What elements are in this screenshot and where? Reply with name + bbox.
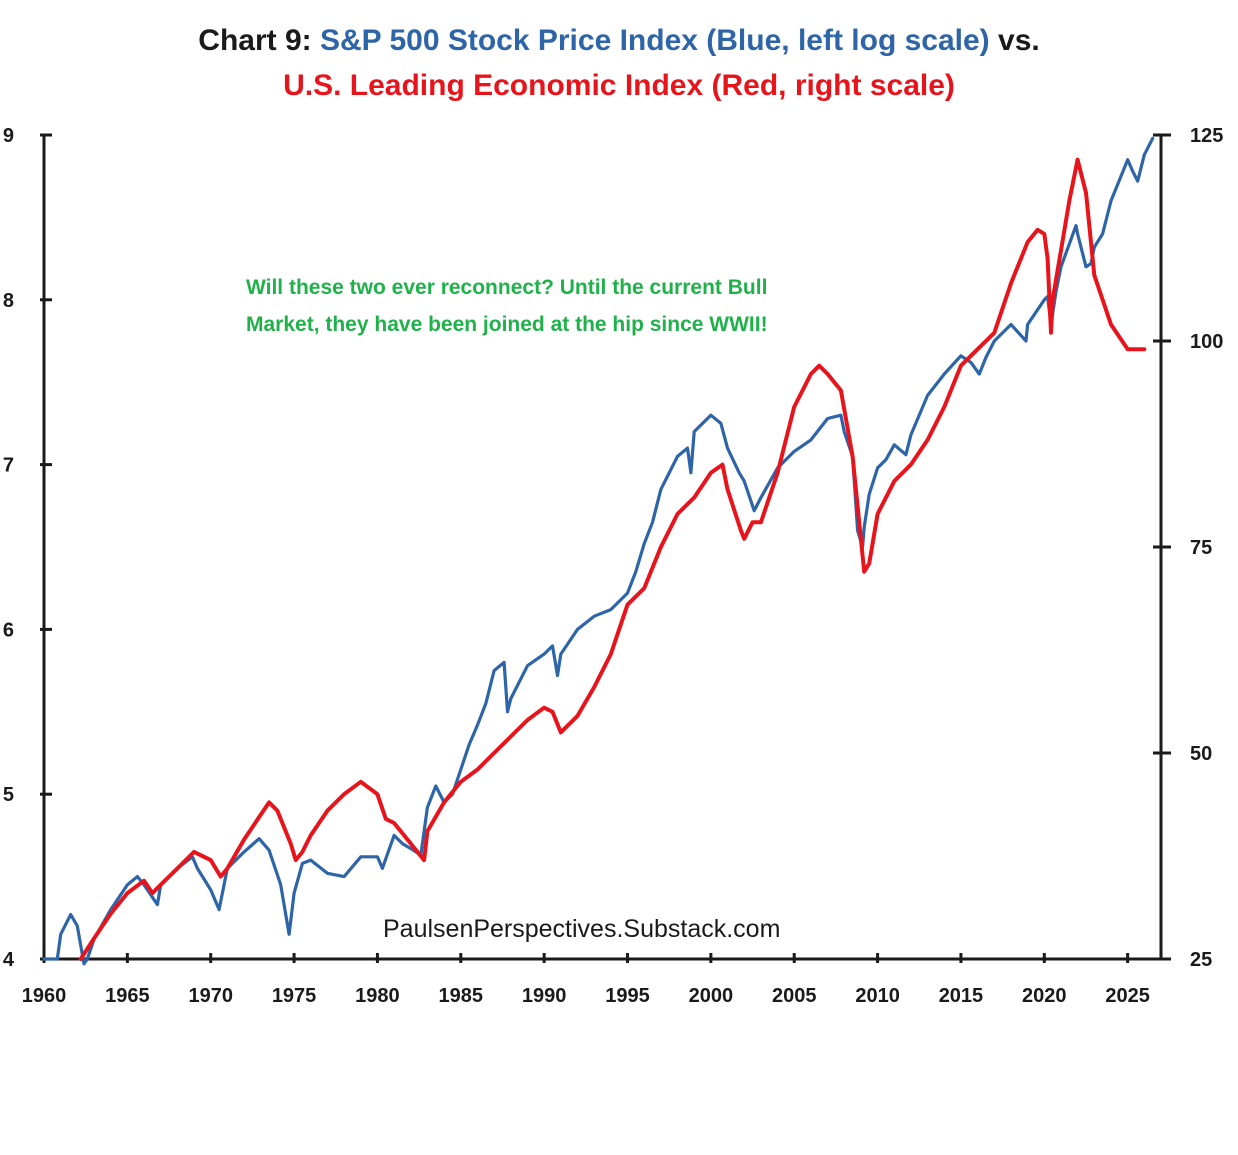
y-right-tick-label: 100	[1190, 331, 1223, 353]
y-right-tick-label: 50	[1190, 743, 1212, 765]
source-label: PaulsenPerspectives.Substack.com	[383, 915, 780, 943]
annotation-line-2: Market, they have been joined at the hip…	[246, 313, 768, 336]
title-sp500: S&P 500 Stock Price Index (Blue, left lo…	[319, 24, 990, 57]
x-tick-label: 1975	[272, 985, 317, 1007]
annotation-line-1: Will these two ever reconnect? Until the…	[246, 276, 767, 299]
x-tick-label: 1990	[522, 985, 567, 1007]
x-tick-label: 2015	[939, 985, 984, 1007]
x-tick-label: 1995	[605, 985, 650, 1007]
y-left-tick-label: 7	[3, 455, 14, 477]
y-left-tick-label: 6	[3, 619, 14, 641]
x-tick-label: 2010	[855, 985, 900, 1007]
chart-title-line-2: U.S. Leading Economic Index (Red, right …	[283, 69, 955, 102]
y-left-tick-label: 4	[3, 949, 15, 971]
x-tick-label: 1965	[105, 985, 150, 1007]
x-tick-label: 2020	[1022, 985, 1067, 1007]
title-vs: vs.	[989, 24, 1040, 57]
x-tick-label: 1985	[439, 985, 484, 1007]
axes: 4 5 6 7 8 9 25 50 75 100 125 1960 1965 1970 1975 1980 19…	[3, 125, 1224, 1007]
series-layer	[42, 136, 1155, 966]
x-tick-label: 2005	[772, 985, 817, 1007]
x-tick-label: 2025	[1105, 985, 1150, 1007]
y-right-tick-label: 75	[1190, 537, 1212, 559]
x-tick-label: 1980	[355, 985, 400, 1007]
sp500-series-line	[42, 136, 1155, 966]
y-right-tick-label: 25	[1190, 949, 1212, 971]
x-tick-label: 1960	[22, 985, 67, 1007]
lei-series-line	[78, 157, 1147, 961]
y-left-tick-label: 9	[3, 125, 14, 147]
y-left-tick-label: 8	[3, 290, 14, 312]
y-right-tick-label: 125	[1190, 125, 1223, 147]
y-left-tick-label: 5	[3, 784, 14, 806]
x-tick-label: 2000	[689, 985, 734, 1007]
title-prefix: Chart 9:	[198, 24, 320, 57]
chart-title-line-1: Chart 9: S&P 500 Stock Price Index (Blue…	[0, 19, 1238, 63]
x-tick-label: 1970	[188, 985, 233, 1007]
